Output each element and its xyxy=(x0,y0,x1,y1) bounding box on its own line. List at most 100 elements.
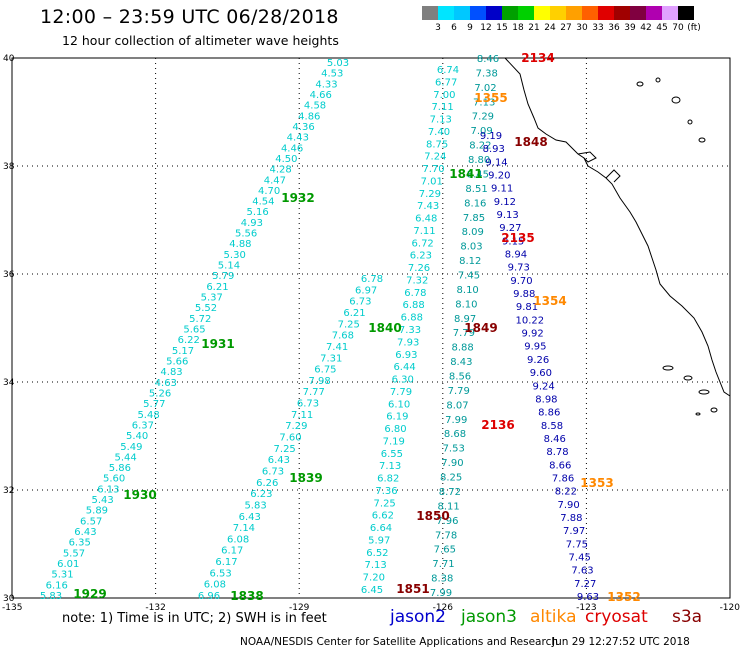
swh-value: 4.50 xyxy=(275,154,297,165)
bay-outline xyxy=(605,169,621,183)
swh-value: 6.43 xyxy=(74,527,96,538)
bay-outline xyxy=(577,151,597,163)
swh-value: 7.96 xyxy=(436,516,458,527)
swh-value: 5.65 xyxy=(183,325,205,336)
latitude-tick-label: 38 xyxy=(3,162,15,172)
swh-value: 9.81 xyxy=(516,302,538,313)
swh-value: 8.12 xyxy=(459,256,481,267)
swh-value: 9.88 xyxy=(513,289,535,300)
swh-value: 7.79 xyxy=(448,386,470,397)
coastline-path xyxy=(504,57,731,397)
swh-value: 8.07 xyxy=(446,400,468,411)
swh-value: 7.29 xyxy=(419,189,441,200)
swh-value: 5.56 xyxy=(235,229,257,240)
swh-value: 7.11 xyxy=(291,410,313,421)
swh-value: 5.77 xyxy=(143,399,165,410)
swh-value: 7.93 xyxy=(397,337,419,348)
swh-value: 6.13 xyxy=(97,484,119,495)
pass-time-label: 1848 xyxy=(514,135,547,149)
swh-value: 8.46 xyxy=(477,54,499,65)
swh-value: 7.71 xyxy=(432,559,454,570)
swh-value: 7.63 xyxy=(571,566,593,577)
swh-value: 7.98 xyxy=(308,376,330,387)
swh-value: 6.17 xyxy=(221,546,243,557)
swh-value: 7.88 xyxy=(560,513,582,524)
swh-value: 6.74 xyxy=(437,65,459,76)
colorbar-label: 15 xyxy=(496,23,508,33)
colorbar-label: 45 xyxy=(656,23,668,33)
swh-value: 8.45 xyxy=(467,169,489,180)
swh-value: 7.13 xyxy=(364,560,386,571)
colorbar-label: (ft) xyxy=(687,23,701,33)
swh-value: 6.43 xyxy=(239,512,261,523)
swh-value: 7.29 xyxy=(472,112,494,123)
swh-value: 8.10 xyxy=(455,299,477,310)
swh-value: 6.73 xyxy=(349,297,371,308)
longitude-tick-label: -120 xyxy=(720,603,740,613)
swh-value: 6.30 xyxy=(392,375,414,386)
swh-value: 8.68 xyxy=(444,429,466,440)
colorbar-label: 9 xyxy=(467,23,473,33)
swh-value: 7.45 xyxy=(569,552,591,563)
swh-value: 5.97 xyxy=(368,535,390,546)
swh-value: 9.26 xyxy=(527,355,549,366)
pass-time-label: 1931 xyxy=(201,337,234,351)
coastline xyxy=(504,57,731,416)
swh-value: 6.43 xyxy=(268,455,290,466)
swh-value: 7.60 xyxy=(279,433,301,444)
swh-value: 4.70 xyxy=(258,186,280,197)
swh-value: 7.53 xyxy=(443,444,465,455)
swh-value: 9.14 xyxy=(485,157,507,168)
page-title: 12:00 – 23:59 UTC 06/28/2018 xyxy=(40,6,339,28)
colorbar-swatch xyxy=(502,6,518,20)
swh-value: 7.13 xyxy=(379,461,401,472)
swh-value: 6.16 xyxy=(46,580,68,591)
pass-time-label: 1354 xyxy=(533,294,566,308)
colorbar-swatch xyxy=(422,6,438,20)
legend-jason2: jason2 xyxy=(390,607,446,627)
swh-value: 7.13 xyxy=(430,115,452,126)
colorbar-swatch xyxy=(662,6,678,20)
swh-value: 7.20 xyxy=(363,573,385,584)
swh-value: 5.43 xyxy=(92,495,114,506)
swh-value: 7.90 xyxy=(441,458,463,469)
colorbar-swatch xyxy=(614,6,630,20)
longitude-tick-label: -126 xyxy=(433,603,454,613)
swh-value: 6.73 xyxy=(262,466,284,477)
swh-value: 8.94 xyxy=(505,250,527,261)
swh-value: 6.96 xyxy=(198,591,220,602)
swh-value: 5.26 xyxy=(149,388,171,399)
swh-value: 7.90 xyxy=(557,500,579,511)
swh-value: 6.93 xyxy=(395,350,417,361)
swh-value: 8.38 xyxy=(431,574,453,585)
swh-value: 7.78 xyxy=(435,530,457,541)
swh-value: 7.36 xyxy=(375,486,397,497)
island-outline xyxy=(636,81,644,87)
swh-value: 9.60 xyxy=(530,368,552,379)
swh-value: 9.24 xyxy=(533,381,555,392)
swh-value: 8.22 xyxy=(555,487,577,498)
pass-time-label: 2136 xyxy=(481,418,514,432)
island-outline xyxy=(683,375,693,381)
swh-value: 8.51 xyxy=(465,184,487,195)
swh-value: 4.36 xyxy=(292,122,314,133)
latitude-tick-label: 34 xyxy=(3,378,15,388)
latitude-tick-label: 30 xyxy=(3,594,15,604)
swh-value: 7.32 xyxy=(406,275,428,286)
swh-value: 7.00 xyxy=(433,90,455,101)
swh-value: 7.24 xyxy=(424,152,446,163)
swh-value: 7.14 xyxy=(233,523,255,534)
swh-value: 6.78 xyxy=(404,288,426,299)
island-outline xyxy=(695,412,701,416)
swh-value: 7.79 xyxy=(453,328,475,339)
swh-value: 4.54 xyxy=(252,197,274,208)
swh-value: 8.22 xyxy=(469,141,491,152)
swh-value: 4.93 xyxy=(241,218,263,229)
swh-value: 8.43 xyxy=(450,357,472,368)
swh-value: 5.86 xyxy=(109,463,131,474)
swh-value: 5.66 xyxy=(166,356,188,367)
swh-value: 8.66 xyxy=(549,460,571,471)
pass-time-label: 1930 xyxy=(123,488,156,502)
swh-value: 5.79 xyxy=(212,271,234,282)
